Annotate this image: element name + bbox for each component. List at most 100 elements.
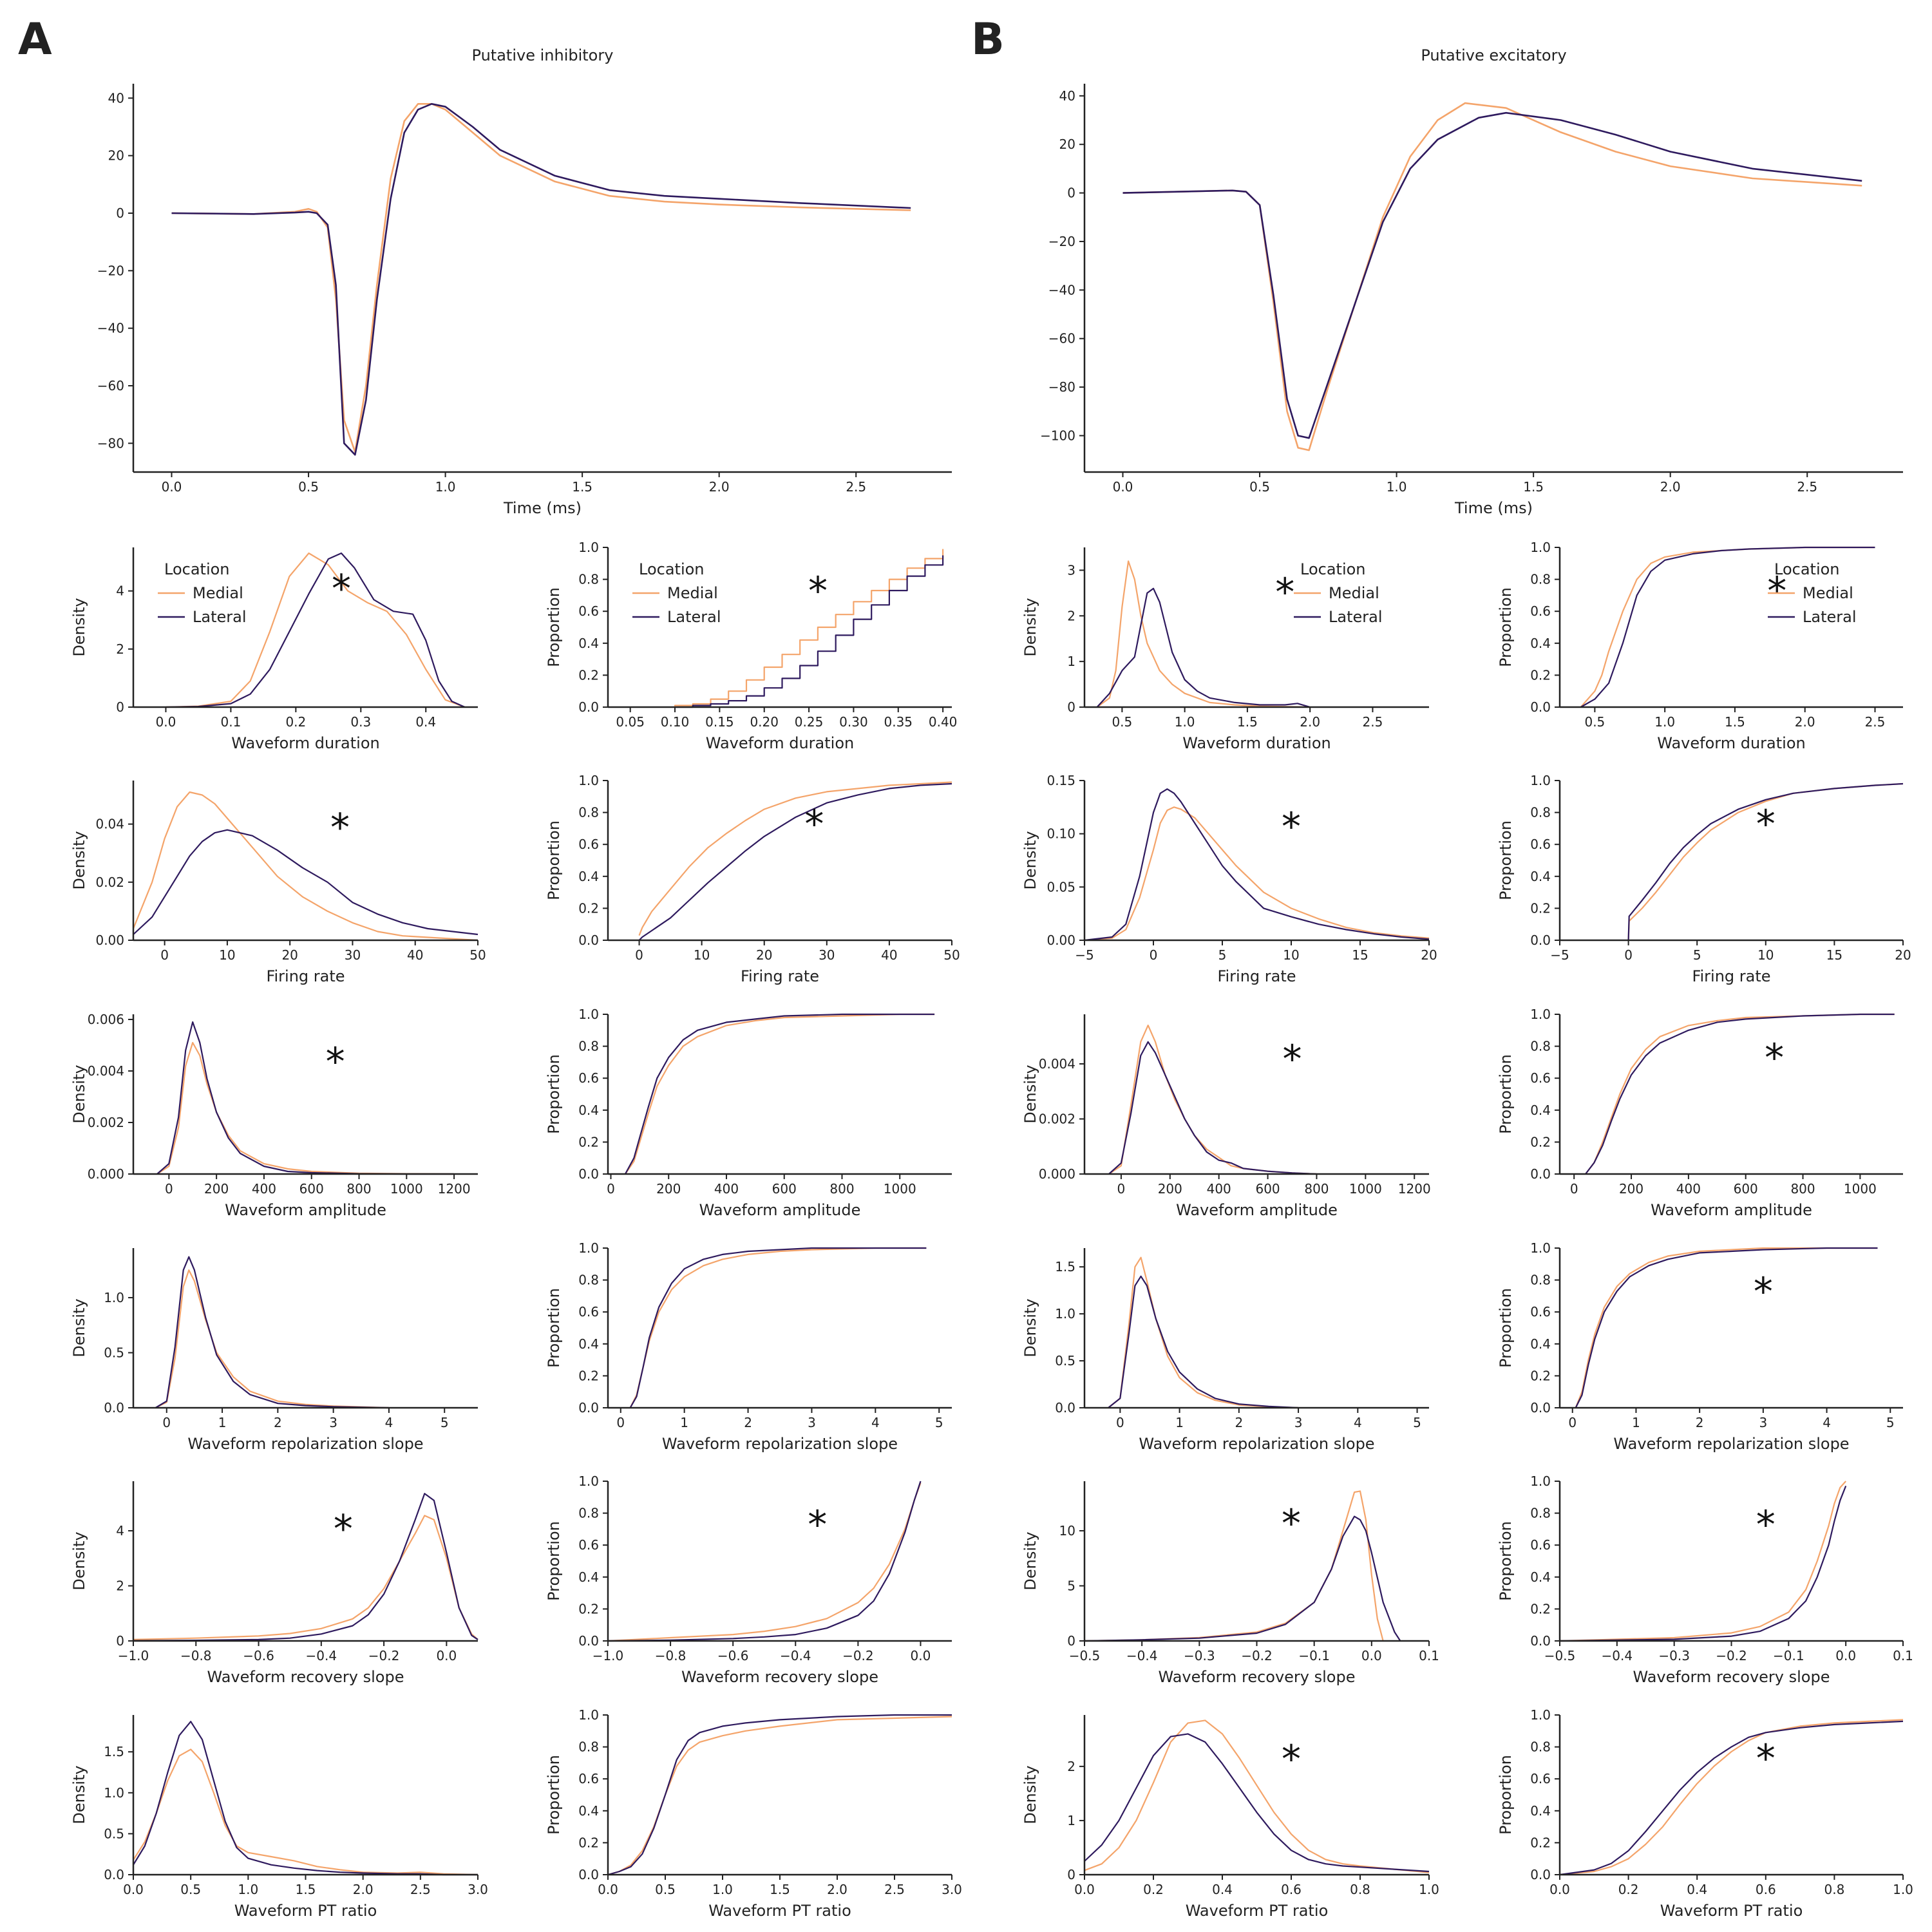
y-tick-label: 0.002: [88, 1115, 124, 1130]
x-tick-label: 600: [1734, 1181, 1758, 1197]
x-tick-label: 0: [635, 947, 643, 963]
significance-star: *: [808, 1502, 827, 1548]
y-tick-label: 0.8: [578, 805, 599, 820]
x-tick-label: 0: [1568, 1415, 1577, 1430]
y-tick-label: 1.0: [578, 773, 599, 788]
y-tick-label: 0.2: [578, 1368, 599, 1383]
y-tick-label: 1.0: [1530, 773, 1551, 788]
x-tick-label: 1.0: [435, 479, 456, 495]
series-line-lateral: [171, 103, 911, 456]
legend-label-medial: Medial: [667, 584, 718, 602]
y-tick-label: 0.2: [1530, 667, 1551, 683]
series-line-medial: [1122, 102, 1862, 451]
x-tick-label: 2.5: [1865, 714, 1886, 730]
x-tick-label: 10: [1283, 947, 1299, 963]
x-tick-label: 3: [808, 1415, 816, 1430]
x-tick-label: 15: [1352, 947, 1368, 963]
x-tick-label: −0.8: [655, 1648, 687, 1663]
x-axis-label: Waveform recovery slope: [681, 1668, 878, 1686]
chart-kde-pt-exc: 0.0 0.2 0.4 0.6 0.8 1.0 0 1 2 Waveform PT ratio De…: [1021, 1715, 1439, 1920]
y-tick-label: 1.5: [1055, 1259, 1075, 1274]
chart-cdf-dur-exc: 0.5 1.0 1.5 2.0 2.5 0.0 0.2 0.4 0.6 0.8 1.0 Wavefor…: [1497, 540, 1903, 752]
chart-title: Putative excitatory: [1421, 46, 1566, 64]
y-tick-label: 0.4: [578, 1569, 599, 1585]
y-tick-label: 0.8: [1530, 572, 1551, 587]
x-tick-label: 1.5: [770, 1882, 790, 1897]
series-line-medial: [171, 103, 911, 453]
y-axis-label: Density: [70, 1298, 88, 1357]
x-tick-label: 0.0: [911, 1648, 931, 1663]
y-tick-label: 0: [116, 699, 124, 715]
x-tick-label: 50: [943, 947, 960, 963]
x-tick-label: 2.5: [846, 479, 866, 495]
x-axis-label: Waveform amplitude: [699, 1201, 861, 1219]
series-line-lateral: [1559, 1485, 1847, 1642]
x-tick-label: 0.5: [180, 1882, 201, 1897]
series-line-lateral: [1580, 546, 1875, 708]
y-axis-label: Proportion: [1497, 1521, 1515, 1601]
x-axis-label: Waveform recovery slope: [207, 1668, 404, 1686]
y-tick-label: 0.4: [1530, 1803, 1551, 1819]
series-line-medial: [1585, 1013, 1895, 1175]
x-tick-label: −0.5: [1544, 1648, 1576, 1663]
y-tick-label: 0.2: [578, 900, 599, 916]
significance-star: *: [1756, 802, 1776, 847]
y-tick-label: 0.6: [1530, 1537, 1551, 1553]
series-line-lateral: [1084, 788, 1430, 942]
chart-kde-fr-inh: 0 10 20 30 40 50 0.00 0.02 0.04 Firing rate Densit…: [70, 781, 486, 985]
x-tick-label: 3: [1294, 1415, 1303, 1430]
x-tick-label: 0.0: [1113, 479, 1133, 495]
y-tick-label: 0.4: [578, 1803, 599, 1819]
x-tick-label: 200: [204, 1181, 229, 1197]
y-tick-label: 0.6: [1530, 603, 1551, 619]
chart-wave-exc: 0.0 0.5 1.0 1.5 2.0 2.5 −100 −80 −60 −40 −20 0 20 40 T…: [1040, 46, 1903, 517]
y-tick-label: 0.0: [1530, 1633, 1551, 1649]
series-line-lateral: [607, 1714, 952, 1876]
y-axis-label: Proportion: [545, 1288, 563, 1368]
x-tick-label: 1200: [438, 1181, 471, 1197]
x-tick-label: 1.5: [1725, 714, 1745, 730]
chart-cdf-dur-inh: 0.05 0.10 0.15 0.20 0.25 0.30 0.35 0.40 0.0 0.2 0.…: [545, 540, 957, 752]
panel-letter-b: B: [971, 14, 1005, 65]
x-tick-label: 5: [1886, 1415, 1895, 1430]
x-axis-label: Waveform PT ratio: [234, 1902, 377, 1920]
x-tick-label: 1.5: [572, 479, 592, 495]
x-tick-label: −0.1: [1298, 1648, 1330, 1663]
y-tick-label: 0.2: [1530, 1134, 1551, 1150]
y-axis-label: Proportion: [1497, 820, 1515, 900]
legend-title: Location: [1774, 560, 1840, 578]
x-axis-label: Waveform repolarization slope: [1613, 1435, 1849, 1453]
x-tick-label: 0: [1116, 1415, 1124, 1430]
x-tick-label: −0.6: [243, 1648, 274, 1663]
y-tick-label: 5: [1067, 1578, 1075, 1593]
x-tick-label: 2.0: [1660, 479, 1681, 495]
y-tick-label: 1.0: [1530, 1007, 1551, 1022]
x-tick-label: 800: [1304, 1181, 1329, 1197]
y-tick-label: 0.4: [1530, 1336, 1551, 1352]
y-axis-label: Proportion: [545, 587, 563, 667]
y-tick-label: 0.6: [578, 837, 599, 852]
y-tick-label: 1.0: [578, 1707, 599, 1723]
y-tick-label: 1.0: [578, 1473, 599, 1489]
y-tick-label: 0.8: [578, 1739, 599, 1755]
y-tick-label: 0.2: [1530, 1835, 1551, 1850]
y-tick-label: 0.000: [1039, 1166, 1075, 1182]
y-tick-label: 0.0: [104, 1867, 124, 1882]
series-line-medial: [607, 1482, 922, 1642]
x-tick-label: 3.0: [942, 1882, 962, 1897]
y-axis-label: Proportion: [545, 1755, 563, 1835]
x-tick-label: 3.0: [468, 1882, 488, 1897]
series-line-medial: [638, 781, 952, 936]
series-line-lateral: [133, 829, 478, 936]
x-tick-label: 1000: [1844, 1181, 1877, 1197]
x-tick-label: 1.0: [238, 1882, 258, 1897]
series-line-medial: [1108, 1256, 1299, 1409]
x-tick-label: 0.3: [350, 714, 371, 730]
y-tick-label: 1.0: [1055, 1306, 1075, 1321]
series-line-medial: [629, 1247, 927, 1408]
x-tick-label: 2.0: [709, 479, 730, 495]
x-tick-label: 0.5: [655, 1882, 676, 1897]
x-tick-label: 400: [252, 1181, 276, 1197]
x-axis-label: Waveform duration: [706, 734, 854, 752]
x-tick-label: 2.5: [1797, 479, 1817, 495]
